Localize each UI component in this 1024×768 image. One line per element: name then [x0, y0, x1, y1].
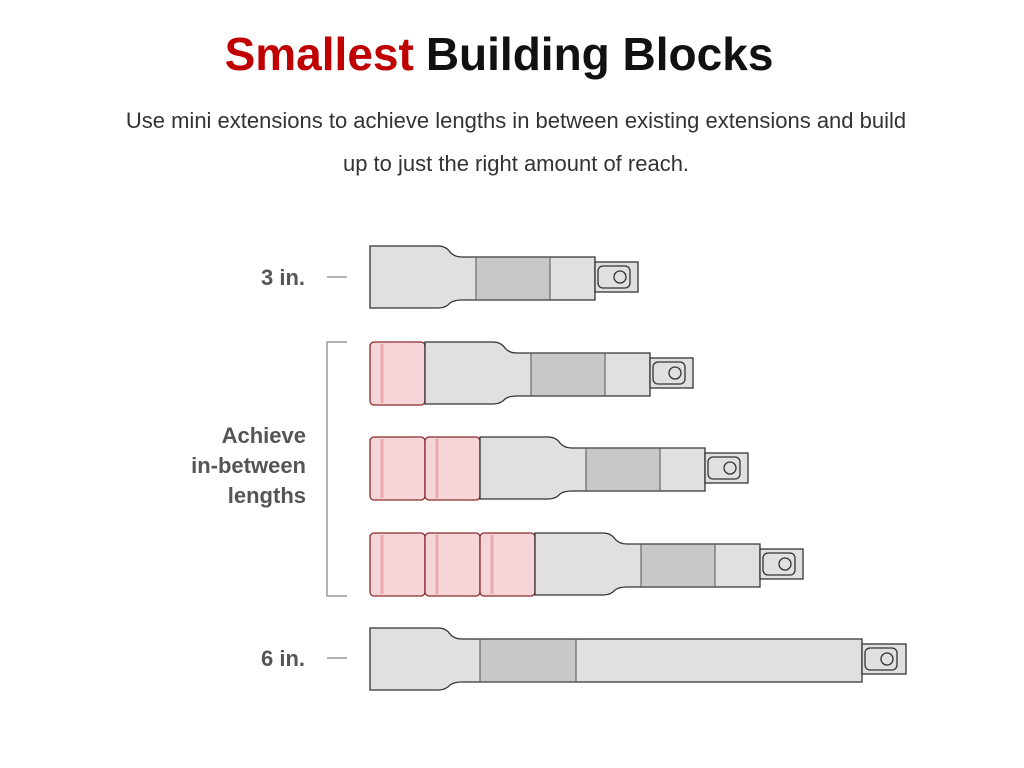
- extension-3in: [369, 245, 639, 309]
- mini-extension: [478, 531, 537, 598]
- mini-extension: [423, 435, 482, 502]
- mini-extension: [423, 531, 482, 598]
- title: Smallest Building Blocks: [225, 28, 774, 80]
- mini-extension: [368, 531, 427, 598]
- label-middle: Achieve: [222, 423, 306, 448]
- subtitle: up to just the right amount of reach.: [343, 151, 689, 176]
- extension-6in: [369, 627, 907, 691]
- subtitle: Use mini extensions to achieve lengths i…: [126, 108, 906, 133]
- mini-extension: [368, 340, 427, 407]
- mini-extension: [368, 435, 427, 502]
- extension-3in: [534, 532, 804, 596]
- extension-3in: [424, 341, 694, 405]
- label-middle: lengths: [228, 483, 306, 508]
- extension-3in: [479, 436, 749, 500]
- title-highlight: Smallest: [225, 28, 414, 80]
- label-3in: 3 in.: [261, 265, 305, 290]
- title-rest: Building Blocks: [426, 28, 774, 80]
- label-middle: in-between: [191, 453, 306, 478]
- bracket: [326, 341, 347, 597]
- label-6in: 6 in.: [261, 646, 305, 671]
